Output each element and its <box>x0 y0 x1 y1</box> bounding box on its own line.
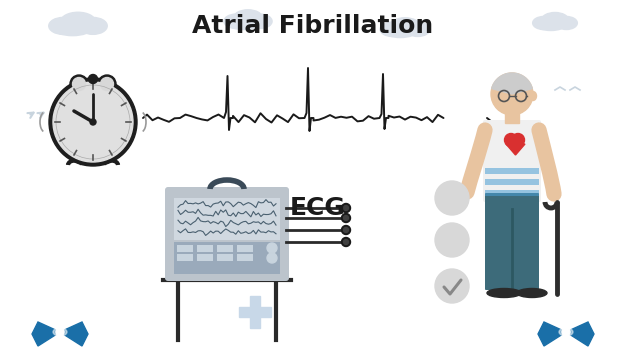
Bar <box>237 254 253 261</box>
Circle shape <box>491 73 533 115</box>
FancyBboxPatch shape <box>483 120 541 202</box>
Circle shape <box>73 77 86 91</box>
Ellipse shape <box>249 14 272 28</box>
Circle shape <box>511 133 525 147</box>
Bar <box>197 254 213 261</box>
Ellipse shape <box>533 16 555 29</box>
Text: ECG: ECG <box>290 196 346 220</box>
Ellipse shape <box>530 92 536 100</box>
Circle shape <box>267 243 277 253</box>
Ellipse shape <box>517 289 547 297</box>
Circle shape <box>267 253 277 263</box>
Bar <box>217 245 233 252</box>
Ellipse shape <box>228 17 259 29</box>
Polygon shape <box>566 322 594 346</box>
Bar <box>250 296 260 328</box>
Circle shape <box>90 119 96 125</box>
Polygon shape <box>538 322 566 346</box>
Ellipse shape <box>536 20 565 31</box>
Bar <box>174 242 280 274</box>
Bar <box>485 168 539 174</box>
Polygon shape <box>506 144 525 155</box>
Circle shape <box>562 328 570 336</box>
Circle shape <box>344 215 349 220</box>
Bar <box>505 111 519 123</box>
Polygon shape <box>32 322 60 346</box>
Polygon shape <box>60 322 88 346</box>
Circle shape <box>435 269 469 303</box>
Circle shape <box>435 223 469 257</box>
Circle shape <box>344 228 349 233</box>
Ellipse shape <box>53 328 67 336</box>
Ellipse shape <box>541 12 568 27</box>
Circle shape <box>344 240 349 245</box>
Circle shape <box>342 213 351 223</box>
Bar <box>177 254 193 261</box>
Bar <box>485 190 539 196</box>
Ellipse shape <box>233 10 262 26</box>
Bar <box>174 198 280 240</box>
Ellipse shape <box>79 17 107 34</box>
Circle shape <box>344 206 349 211</box>
Ellipse shape <box>555 16 577 29</box>
Circle shape <box>505 133 518 147</box>
Circle shape <box>49 78 137 166</box>
Ellipse shape <box>224 14 247 28</box>
Circle shape <box>342 203 351 213</box>
Bar <box>485 179 539 185</box>
Ellipse shape <box>49 17 78 34</box>
Circle shape <box>53 82 133 162</box>
Circle shape <box>342 225 351 235</box>
Ellipse shape <box>559 328 573 336</box>
Ellipse shape <box>60 12 96 32</box>
Ellipse shape <box>380 22 404 37</box>
Ellipse shape <box>390 18 420 34</box>
Text: Atrial Fibrillation: Atrial Fibrillation <box>192 14 434 38</box>
Circle shape <box>342 237 351 246</box>
Bar <box>217 254 233 261</box>
Bar <box>177 245 193 252</box>
Circle shape <box>435 181 469 215</box>
Ellipse shape <box>406 22 430 37</box>
Ellipse shape <box>384 26 416 38</box>
Circle shape <box>88 75 98 83</box>
Circle shape <box>70 75 88 93</box>
Ellipse shape <box>54 21 91 36</box>
FancyBboxPatch shape <box>485 193 539 290</box>
Circle shape <box>101 77 113 91</box>
Bar <box>237 245 253 252</box>
Circle shape <box>98 75 116 93</box>
FancyBboxPatch shape <box>165 187 289 281</box>
Bar <box>239 307 271 317</box>
Circle shape <box>56 328 64 336</box>
Wedge shape <box>491 73 532 94</box>
Ellipse shape <box>487 289 521 297</box>
Bar <box>197 245 213 252</box>
